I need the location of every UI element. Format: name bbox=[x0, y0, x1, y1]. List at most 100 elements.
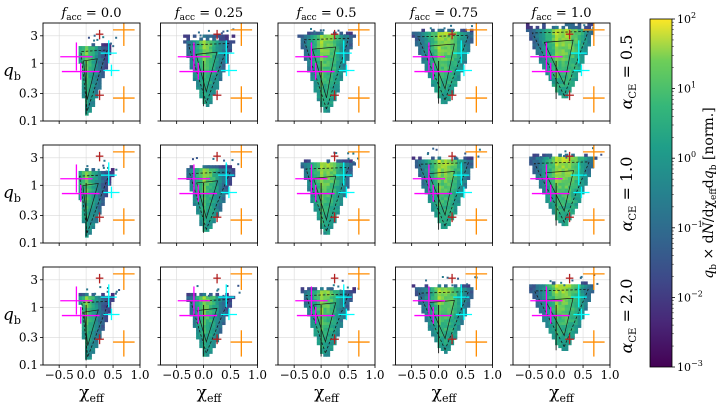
density-cell bbox=[221, 301, 226, 305]
density-cell bbox=[81, 199, 86, 204]
density-cell bbox=[453, 318, 458, 323]
density-cell bbox=[535, 170, 540, 175]
density-cell bbox=[345, 48, 350, 53]
density-cell bbox=[212, 194, 216, 198]
density-cell bbox=[567, 162, 572, 166]
density-cell bbox=[577, 43, 582, 47]
density-cell bbox=[444, 196, 448, 201]
density-cell bbox=[323, 188, 327, 192]
density-cell bbox=[431, 162, 435, 166]
density-cell bbox=[587, 298, 591, 302]
panel-r0-c1: facc = 0.25 bbox=[157, 6, 258, 124]
density-cell bbox=[91, 310, 96, 314]
density-cell bbox=[567, 170, 572, 175]
density-cell bbox=[329, 205, 334, 209]
density-cell bbox=[463, 176, 468, 180]
density-cell bbox=[577, 284, 582, 288]
density-cell bbox=[447, 170, 451, 175]
density-cell bbox=[564, 194, 569, 198]
density-cell bbox=[431, 173, 435, 178]
contour-90 bbox=[80, 49, 108, 112]
density-cell bbox=[564, 60, 569, 64]
density-cell bbox=[313, 208, 318, 212]
density-cell bbox=[447, 316, 451, 320]
density-cell bbox=[205, 217, 210, 221]
density-cell bbox=[561, 173, 566, 178]
density-cell bbox=[460, 170, 464, 175]
density-cell bbox=[307, 57, 311, 61]
density-cell bbox=[453, 313, 458, 317]
density-cell bbox=[555, 217, 559, 221]
density-cell bbox=[432, 147, 435, 150]
density-cell bbox=[450, 80, 455, 84]
density-cell bbox=[567, 318, 572, 323]
density-cell bbox=[228, 182, 233, 186]
density-cell bbox=[186, 37, 190, 41]
density-cell bbox=[212, 211, 216, 215]
density-cell bbox=[346, 286, 349, 289]
density-cell bbox=[339, 63, 344, 67]
density-cell bbox=[101, 54, 105, 58]
density-cell bbox=[434, 168, 438, 172]
density-cell bbox=[555, 321, 559, 326]
density-cell bbox=[316, 95, 321, 99]
x-tick-label: 1.0 bbox=[483, 368, 502, 382]
density-cell bbox=[561, 95, 566, 99]
density-cell bbox=[101, 199, 105, 204]
density-cell bbox=[450, 72, 455, 76]
density-cell bbox=[91, 327, 96, 331]
density-cell bbox=[313, 287, 318, 291]
density-cell bbox=[332, 46, 337, 50]
density-cell bbox=[209, 222, 213, 227]
density-cell bbox=[199, 80, 203, 84]
density-cell bbox=[574, 176, 579, 180]
density-cell bbox=[345, 304, 350, 308]
density-cell bbox=[427, 295, 432, 300]
density-cell bbox=[91, 54, 96, 58]
density-cell bbox=[434, 83, 438, 87]
column-title: facc = 0.75 bbox=[409, 6, 478, 23]
density-cell bbox=[310, 290, 314, 294]
density-cell bbox=[323, 336, 327, 340]
density-cell bbox=[345, 307, 350, 311]
density-cell bbox=[571, 292, 575, 297]
density-cell bbox=[192, 51, 197, 56]
density-cell bbox=[444, 307, 448, 311]
density-cell bbox=[316, 316, 321, 320]
y-axis-label-symbol: q bbox=[3, 61, 14, 81]
density-cell bbox=[205, 313, 210, 317]
density-cell bbox=[191, 158, 194, 161]
density-cell bbox=[320, 222, 324, 227]
observation-orange-2 bbox=[583, 86, 605, 113]
density-cell bbox=[336, 199, 340, 204]
density-cell bbox=[215, 313, 220, 317]
observation-magenta-2 bbox=[414, 184, 453, 202]
density-cell bbox=[469, 34, 474, 38]
density-cell bbox=[94, 318, 99, 323]
density-cell bbox=[551, 191, 556, 195]
density-cell bbox=[323, 318, 327, 323]
density-cell bbox=[91, 304, 96, 308]
density-cell bbox=[447, 330, 451, 334]
density-cell bbox=[310, 77, 314, 82]
density-cell bbox=[225, 40, 229, 44]
density-cell bbox=[320, 292, 324, 297]
density-cell bbox=[561, 43, 566, 47]
density-cell bbox=[444, 40, 448, 44]
density-cell bbox=[323, 106, 327, 110]
density-cell bbox=[440, 333, 445, 337]
density-cell bbox=[564, 80, 569, 84]
density-cell bbox=[115, 36, 118, 39]
density-cell bbox=[332, 173, 337, 178]
density-cell bbox=[313, 168, 318, 172]
density-cell bbox=[427, 46, 432, 50]
density-cell bbox=[466, 283, 469, 286]
density-cell bbox=[558, 290, 562, 294]
density-cell bbox=[421, 28, 425, 33]
density-cell bbox=[326, 333, 331, 337]
density-cell bbox=[91, 103, 96, 107]
density-cell bbox=[85, 327, 89, 331]
density-cell bbox=[437, 179, 442, 183]
x-axis-label-symbol: χ bbox=[79, 383, 89, 403]
density-cell bbox=[218, 179, 223, 183]
